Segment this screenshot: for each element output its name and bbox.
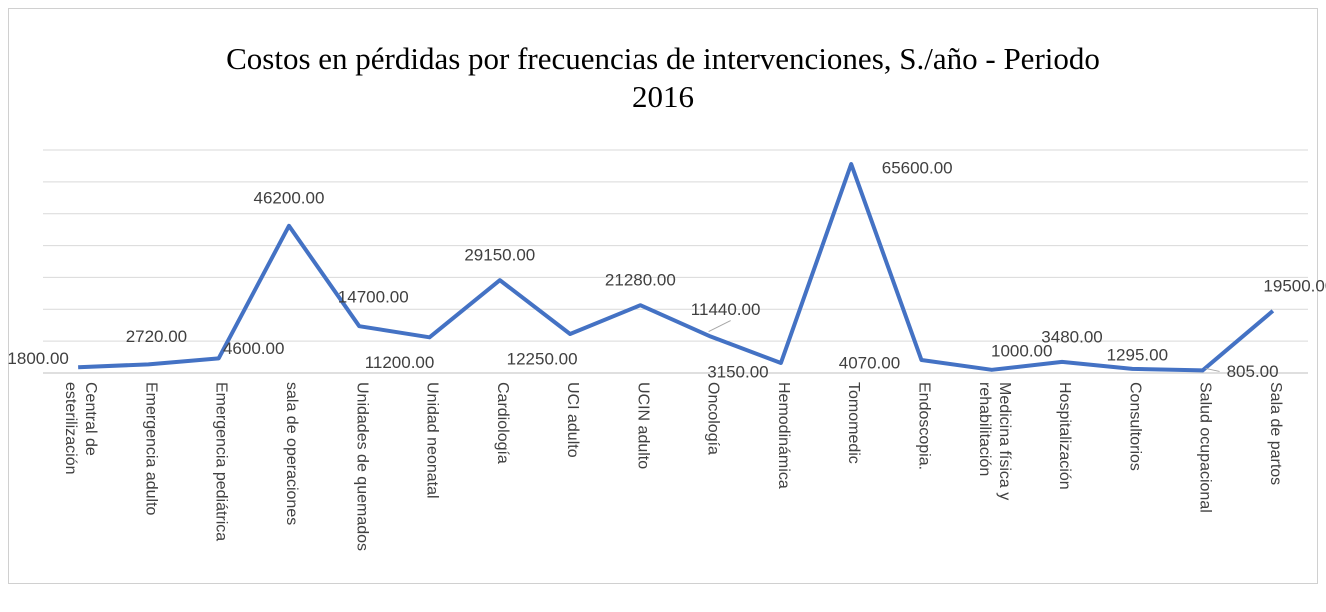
line	[78, 162, 1275, 373]
x-tick-label: Consultorios	[1126, 382, 1144, 471]
x-tick-label: Endoscopia.	[915, 382, 933, 471]
data-label: 14700.00	[338, 288, 409, 307]
x-tick-label: Unidades de quemados	[353, 382, 371, 552]
x-tick-label: Sala de partos	[1266, 382, 1284, 486]
x-tick-label: Hospitalización	[1056, 382, 1074, 490]
data-label: 11200.00	[365, 353, 435, 372]
x-tick-label: Salud ocupacional	[1196, 382, 1214, 513]
x-tick-label: UCI adulto	[564, 382, 582, 458]
data-label: 12250.00	[507, 349, 578, 368]
x-tick-label: Emergencia pediátrica	[212, 382, 230, 542]
data-label: 65600.00	[882, 159, 953, 178]
data-label: 3150.00	[707, 362, 768, 381]
data-label: 805.00	[1227, 362, 1279, 381]
data-label: 21280.00	[605, 271, 676, 290]
x-tick-label: Medicina física y rehabilitación	[975, 382, 1013, 501]
leader-line	[1205, 367, 1220, 372]
chart-frame	[8, 8, 1318, 584]
page: {"chart_data": {"type": "line", "title":…	[7, 8, 1326, 584]
data-label: 2720.00	[126, 327, 187, 346]
data-label: 4600.00	[223, 339, 284, 358]
x-tick-label: UCIN adulto	[634, 382, 652, 470]
chart: 1800.00 2720.00 4600.00 46200.00 14700.00 112…	[7, 149, 1326, 381]
x-tick-label: sala de operaciones	[282, 382, 300, 526]
data-label: 19500.00	[1263, 276, 1326, 295]
data-label: 11440.00	[691, 300, 761, 319]
x-tick-label: Cardiología	[493, 382, 511, 464]
data-label: 4070.00	[839, 354, 900, 373]
leader-line	[708, 320, 731, 333]
x-tick-label: Unidad neonatal	[423, 382, 441, 499]
x-tick-label: Hemodinámica	[774, 382, 792, 489]
x-tick-label: Central de esterilización	[62, 382, 100, 475]
data-label: 46200.00	[254, 188, 325, 207]
x-tick-label: Tomomedic	[845, 382, 863, 464]
data-label: 1800.00	[7, 349, 68, 368]
x-tick-label: Emergencia adulto	[142, 382, 160, 516]
data-label: 29150.00	[464, 246, 535, 265]
x-tick-label: Oncología	[704, 382, 722, 455]
data-label: 3480.00	[1041, 327, 1102, 346]
chart-title: Costos en pérdidas por frecuencias de in…	[226, 41, 1100, 114]
data-label: 1295.00	[1107, 345, 1168, 364]
data-label: 1000.00	[991, 341, 1052, 360]
